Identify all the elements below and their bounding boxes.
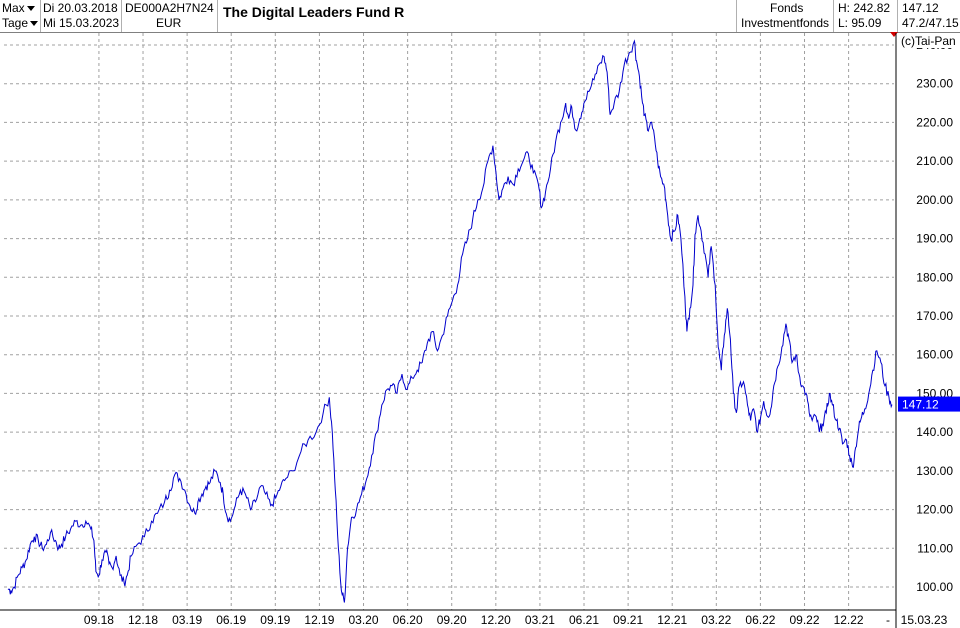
high-value: H: 242.82 [838,1,891,15]
x-axis: 09.18 12.18 03.19 06.19 09.19 12.19 03.20 06.20… [0,609,948,627]
x-tick-label: 12.22 [834,613,864,627]
grid [4,33,894,610]
y-tick-label: 160.00 [916,348,953,362]
chart-header: Max Tage Di 20.03.2018 Mi 15.03.2023 DE0… [0,0,960,32]
x-tick-label: 03.19 [172,613,202,627]
copyright-label: (c)Tai-Pan [899,34,958,48]
x-tick-label: 03.21 [525,613,555,627]
last-value: 147.12 [902,1,939,15]
date-range: Di 20.03.2018 Mi 15.03.2023 [41,0,122,32]
date-to[interactable]: Mi 15.03.2023 [43,16,120,30]
type-investmentfonds: Investmentfonds [741,16,830,30]
x-tick-label: 09.19 [260,613,290,627]
low-value: L: 95.09 [838,16,882,30]
y-tick-label: 200.00 [916,193,953,207]
x-tick-label: 06.20 [393,613,423,627]
x-tick-label: 06.21 [569,613,599,627]
high-low: H: 242.82 L: 95.09 [834,0,898,32]
range-label: Max [2,1,25,15]
currency: EUR [156,16,182,30]
y-tick-label: 220.00 [916,115,953,129]
date-from[interactable]: Di 20.03.2018 [43,1,118,15]
last-value-marker: 147.12 [898,396,960,412]
x-tick-label: 12.21 [657,613,687,627]
y-tick-label: 130.00 [916,464,953,478]
type-fonds: Fonds [770,1,804,15]
y-tick-label: 140.00 [916,425,953,439]
range-dropdown[interactable]: Max [2,1,35,16]
page-title: The Digital Leaders Fund R [223,4,405,20]
x-tick-label: - [886,613,890,627]
x-tick-label: 06.19 [216,613,246,627]
price-chart[interactable]: 100.00110.00120.00130.00140.00150.00160.… [0,33,960,628]
isin: DE000A2H7N24 [125,1,214,15]
last-price: 147.12 47.2/47.15 [898,0,960,32]
x-tick-label: 09.22 [789,613,819,627]
x-tick-label: 09.20 [437,613,467,627]
y-tick-label: 100.00 [916,580,953,594]
chevron-down-icon [26,6,35,12]
x-tick-label: 09.18 [84,613,114,627]
price-line [7,39,893,603]
x-tick-label: 03.20 [349,613,379,627]
interval-dropdown[interactable]: Tage [2,16,39,31]
y-tick-label: 170.00 [916,309,953,323]
y-tick-label: 190.00 [916,232,953,246]
instrument-id: DE000A2H7N24 EUR [122,0,218,32]
x-tick-label: 09.21 [613,613,643,627]
last-value-label: 147.12 [902,398,939,412]
last-value-box [898,396,960,412]
chevron-down-icon [30,21,39,27]
y-tick-label: 120.00 [916,503,953,517]
y-axis: 100.00110.00120.00130.00140.00150.00160.… [895,33,953,628]
interval-label: Tage [2,16,29,30]
x-tick-label: 03.22 [701,613,731,627]
marker-triangle-icon [890,32,898,37]
y-tick-label: 210.00 [916,154,953,168]
y-tick-label: 230.00 [916,77,953,91]
range-value: 47.2/47.15 [902,16,959,30]
y-tick-label: 110.00 [917,541,953,555]
y-tick-label: 180.00 [916,270,953,284]
x-tick-label: 15.03.23 [901,613,948,627]
range-controls: Max Tage [0,0,41,32]
x-tick-label: 12.18 [128,613,158,627]
x-tick-label: 06.22 [745,613,775,627]
instrument-type: Fonds Investmentfonds [736,0,834,32]
header-divider [0,32,960,33]
x-tick-label: 12.20 [481,613,511,627]
x-tick-label: 12.19 [304,613,334,627]
